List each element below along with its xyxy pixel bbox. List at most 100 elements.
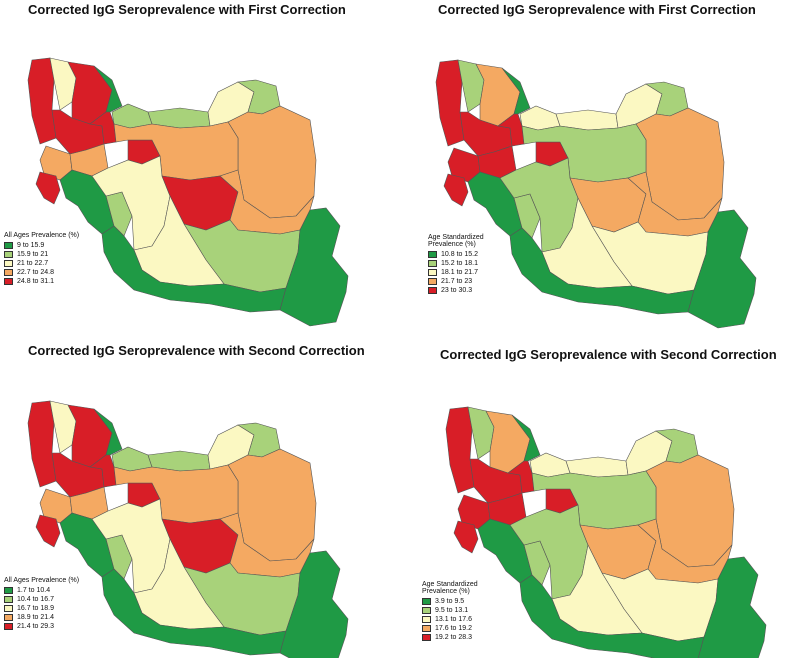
legend-item: 13.1 to 17.6 [422,615,478,624]
legend-title: All Ages Prevalence (%) [4,577,80,584]
province-nw-a [27,57,57,145]
map-title: Corrected IgG Seroprevalence with Second… [440,347,777,362]
provinces-group [445,406,767,658]
province-se-1 [279,207,349,327]
legend-label: 9 to 15.9 [17,242,45,249]
legend-item: 3.9 to 9.5 [422,597,478,606]
legend-label: 10.8 to 15.2 [441,251,478,258]
map-legend: Age Standardized Prevalence (%) 10.8 to … [428,234,484,295]
legend-item: 15.2 to 18.1 [428,259,484,268]
legend-swatch [422,625,431,632]
map-panel-1: Corrected IgG Seroprevalence with First … [0,0,398,329]
province-s-2 [101,225,287,313]
legend-swatch [4,278,13,285]
legend-label: 19.2 to 28.3 [435,634,472,641]
legend-item: 9.5 to 13.1 [422,606,478,615]
province-nw-a [445,406,475,494]
provinces-group [435,59,757,329]
choropleth-map [435,59,757,329]
legend-title: Age Standardized Prevalence (%) [428,234,484,248]
legend-item: 21.4 to 29.3 [4,622,79,631]
legend-item: 15.9 to 21 [4,250,79,259]
legend-swatch [4,605,13,612]
legend-label: 24.8 to 31.1 [17,278,54,285]
map-panel-4: Corrected IgG Seroprevalence with Second… [398,329,796,658]
legend-swatch [4,251,13,258]
legend-swatch [4,587,13,594]
legend-label: 22.7 to 24.8 [17,269,54,276]
legend-label: 3.9 to 9.5 [435,598,465,605]
province-s-2 [519,574,705,658]
legend-swatch [428,278,437,285]
legend-label: 21 to 22.7 [17,260,49,267]
province-sw-1 [443,173,469,207]
map-title: Corrected IgG Seroprevalence with First … [28,2,346,17]
province-s-2 [101,568,287,656]
province-se-1 [697,556,767,658]
province-se-1 [279,550,349,658]
choropleth-map [27,57,349,327]
legend-label: 21.4 to 29.3 [17,623,54,630]
legend-swatch [4,596,13,603]
legend-label: 1.7 to 10.4 [17,587,51,594]
legend-swatch [4,614,13,621]
legend-item: 17.6 to 19.2 [422,624,478,633]
legend-label: 13.1 to 17.6 [435,616,472,623]
legend-swatch [428,287,437,294]
map-legend: Age Standardized Prevalence (%) 3.9 to 9… [422,581,478,642]
legend-swatch [428,269,437,276]
legend-swatch [422,634,431,641]
legend-title: Age Standardized Prevalence (%) [422,581,478,595]
legend-item: 18.1 to 21.7 [428,268,484,277]
province-nw-a [27,400,57,488]
legend-item: 1.7 to 10.4 [4,586,79,595]
legend-item: 9 to 15.9 [4,241,79,250]
legend-item: 21.7 to 23 [428,277,484,286]
legend-label: 18.1 to 21.7 [441,269,478,276]
legend-item: 22.7 to 24.8 [4,268,79,277]
map-legend: All Ages Prevalence (%) 9 to 15.9 15.9 to… [4,232,79,286]
legend-item: 10.4 to 16.7 [4,595,79,604]
legend-label: 17.6 to 19.2 [435,625,472,632]
province-sw-1 [35,514,61,548]
legend-swatch [4,242,13,249]
legend-label: 23 to 30.3 [441,287,473,294]
map-title: Corrected IgG Seroprevalence with First … [438,2,756,17]
legend-item: 19.2 to 28.3 [422,633,478,642]
provinces-group [27,400,349,658]
choropleth-map [27,400,349,658]
legend-label: 15.9 to 21 [17,251,49,258]
legend-item: 21 to 22.7 [4,259,79,268]
legend-title: All Ages Prevalence (%) [4,232,80,239]
province-se-1 [687,209,757,329]
legend-swatch [422,616,431,623]
legend-swatch [422,607,431,614]
province-nw-a [435,59,465,147]
legend-swatch [4,269,13,276]
map-legend: All Ages Prevalence (%) 1.7 to 10.4 10.4 … [4,577,79,631]
choropleth-map [445,406,767,658]
legend-label: 16.7 to 18.9 [17,605,54,612]
legend-swatch [428,260,437,267]
province-s-2 [509,227,695,315]
legend-swatch [428,251,437,258]
map-panel-2: Corrected IgG Seroprevalence with First … [398,0,796,329]
legend-swatch [4,623,13,630]
provinces-group [27,57,349,327]
map-title: Corrected IgG Seroprevalence with Second… [28,343,365,358]
legend-label: 15.2 to 18.1 [441,260,478,267]
legend-label: 9.5 to 13.1 [435,607,469,614]
legend-item: 18.9 to 21.4 [4,613,79,622]
map-panel-3: Corrected IgG Seroprevalence with Second… [0,329,398,658]
province-sw-1 [35,171,61,205]
legend-item: 24.8 to 31.1 [4,277,79,286]
legend-label: 10.4 to 16.7 [17,596,54,603]
legend-swatch [422,598,431,605]
legend-label: 21.7 to 23 [441,278,473,285]
legend-item: 16.7 to 18.9 [4,604,79,613]
legend-swatch [4,260,13,267]
legend-item: 10.8 to 15.2 [428,250,484,259]
legend-item: 23 to 30.3 [428,286,484,295]
legend-label: 18.9 to 21.4 [17,614,54,621]
province-sw-1 [453,520,479,554]
